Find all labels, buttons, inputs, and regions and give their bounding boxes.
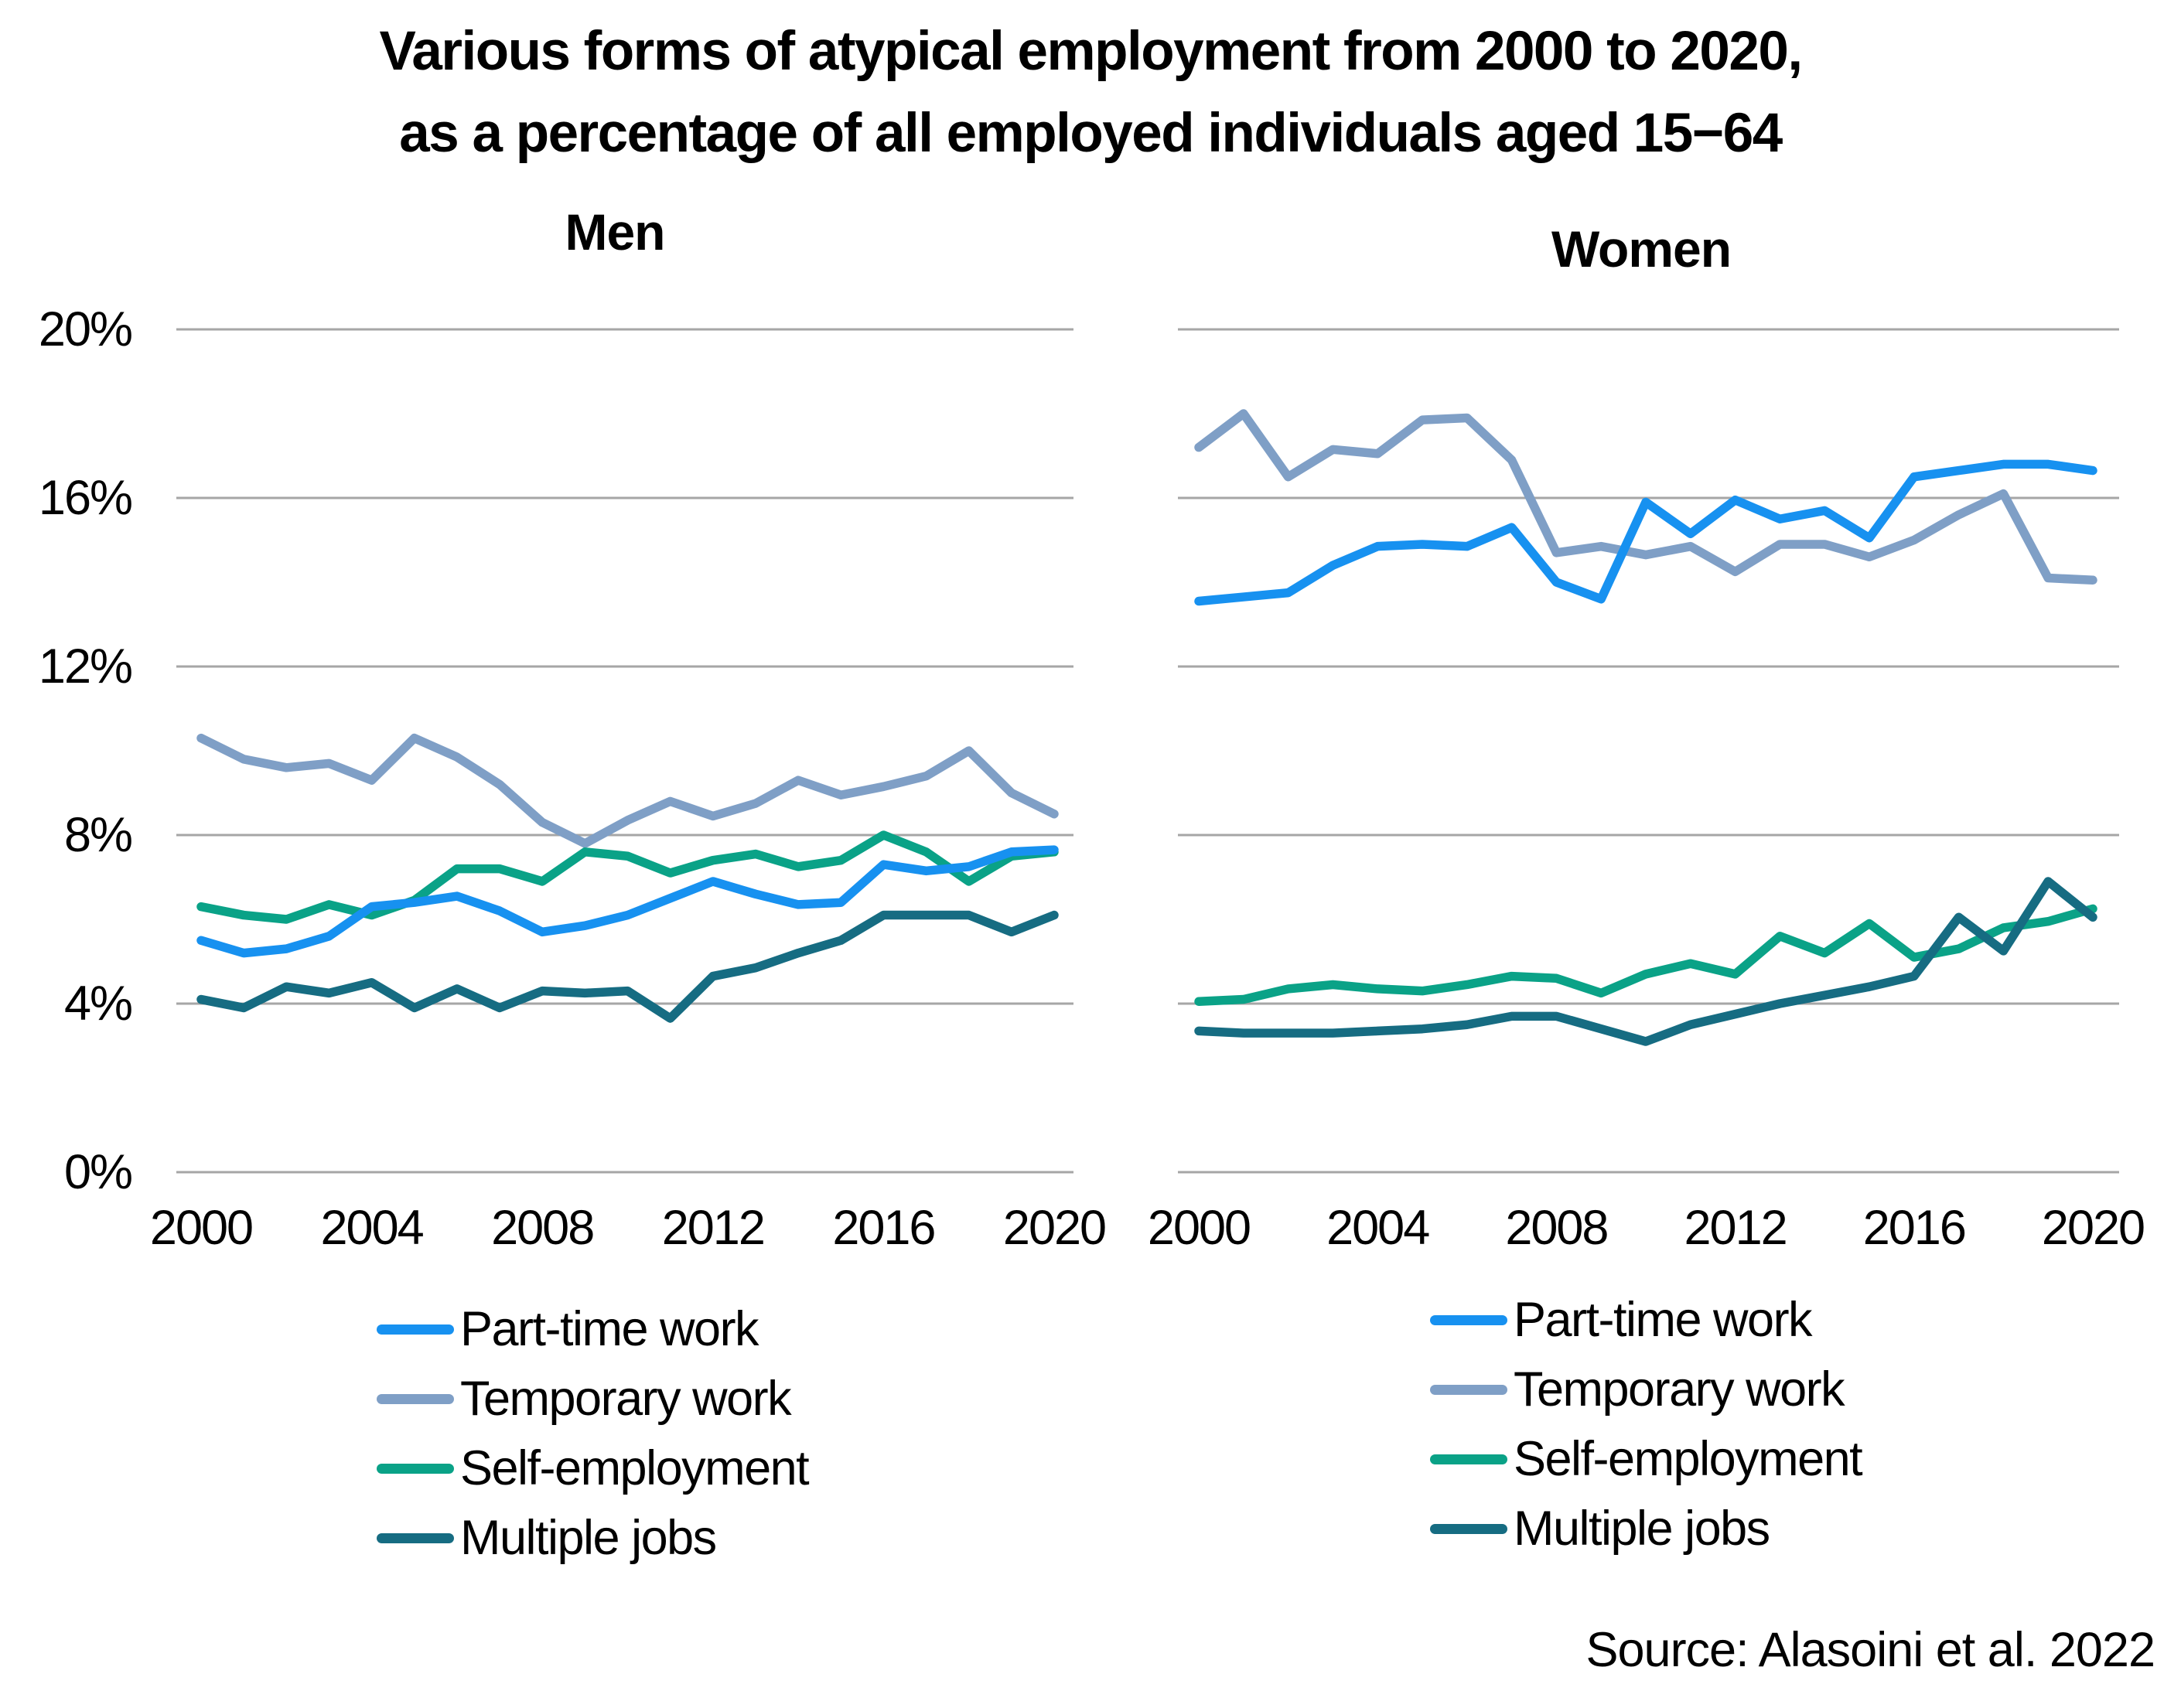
men-x-tick-2012: 2012 xyxy=(661,1201,766,1255)
multiple-jobs-line-swatch-icon xyxy=(377,1532,454,1543)
chart-title-line2: as a percentage of all employed individu… xyxy=(399,103,1783,164)
self-employment-line-swatch-icon xyxy=(377,1463,454,1474)
women-line-part-time xyxy=(1194,459,2097,606)
legend-label: Multiple jobs xyxy=(460,1511,717,1565)
legend-label: Self-employment xyxy=(1514,1432,1863,1486)
legend-label: Part-time work xyxy=(460,1302,759,1356)
men-x-tick-2008: 2008 xyxy=(491,1201,595,1255)
part-time-line-swatch-icon xyxy=(377,1324,454,1335)
men-line-self-employment xyxy=(196,830,1059,924)
multiple-jobs-line-swatch-icon xyxy=(1430,1523,1507,1534)
legend-label: Temporary work xyxy=(460,1372,792,1426)
men-line-part-time xyxy=(196,845,1059,958)
women-line-self-employment xyxy=(1194,904,2097,1007)
y-tick-0: 0% xyxy=(63,1145,133,1199)
legend-item: Self-employment xyxy=(377,1434,810,1503)
y-tick-20: 20% xyxy=(38,302,133,356)
women-x-tick-2016: 2016 xyxy=(1862,1201,1967,1255)
y-tick-16: 16% xyxy=(38,471,133,525)
men-x-tick-2004: 2004 xyxy=(320,1201,425,1255)
chart-title-line1: Various forms of atypical employment fro… xyxy=(379,21,1803,82)
legend-men: Part-time work Temporary work Self-employm… xyxy=(377,1294,810,1573)
source-attribution: Source: Alasoini et al. 2022 xyxy=(1585,1623,2155,1677)
part-time-line-swatch-icon xyxy=(1430,1314,1507,1325)
men-x-tick-2020: 2020 xyxy=(1002,1201,1107,1255)
women-x-tick-2020: 2020 xyxy=(2041,1201,2145,1255)
self-employment-line-swatch-icon xyxy=(1430,1454,1507,1464)
legend-item: Temporary work xyxy=(1430,1355,1862,1424)
y-tick-12: 12% xyxy=(38,639,133,694)
legend-item: Multiple jobs xyxy=(377,1503,808,1573)
legend-label: Multiple jobs xyxy=(1514,1502,1770,1556)
men-x-tick-2016: 2016 xyxy=(832,1201,936,1255)
temporary-line-swatch-icon xyxy=(1430,1384,1507,1395)
women-x-tick-2004: 2004 xyxy=(1326,1201,1430,1255)
women-line-temporary xyxy=(1194,409,2097,585)
women-x-tick-2008: 2008 xyxy=(1505,1201,1609,1255)
men-x-tick-2000: 2000 xyxy=(149,1201,254,1255)
chart-title: Various forms of atypical employment fro… xyxy=(0,11,2181,175)
legend-item: Multiple jobs xyxy=(1430,1494,1862,1563)
legend-item: Part-time work xyxy=(377,1294,808,1364)
y-tick-4: 4% xyxy=(63,977,133,1031)
legend-label: Self-employment xyxy=(460,1441,810,1495)
legend-item: Part-time work xyxy=(1430,1285,1862,1355)
legend-item: Temporary work xyxy=(377,1364,808,1434)
women-x-tick-2000: 2000 xyxy=(1147,1201,1251,1255)
temporary-line-swatch-icon xyxy=(377,1393,454,1404)
panel-title-men: Men xyxy=(565,203,666,261)
panel-title-women: Women xyxy=(1551,220,1732,278)
y-tick-8: 8% xyxy=(63,808,133,862)
legend-label: Temporary work xyxy=(1514,1362,1845,1417)
legend-item: Self-employment xyxy=(1430,1424,1863,1494)
legend-women: Part-time work Temporary work Self-employm… xyxy=(1430,1285,1863,1563)
legend-label: Part-time work xyxy=(1514,1293,1813,1347)
men-line-multiple-jobs xyxy=(196,910,1059,1023)
women-x-tick-2012: 2012 xyxy=(1684,1201,1788,1255)
men-line-temporary xyxy=(196,733,1059,848)
women-line-multiple-jobs xyxy=(1194,877,2097,1046)
